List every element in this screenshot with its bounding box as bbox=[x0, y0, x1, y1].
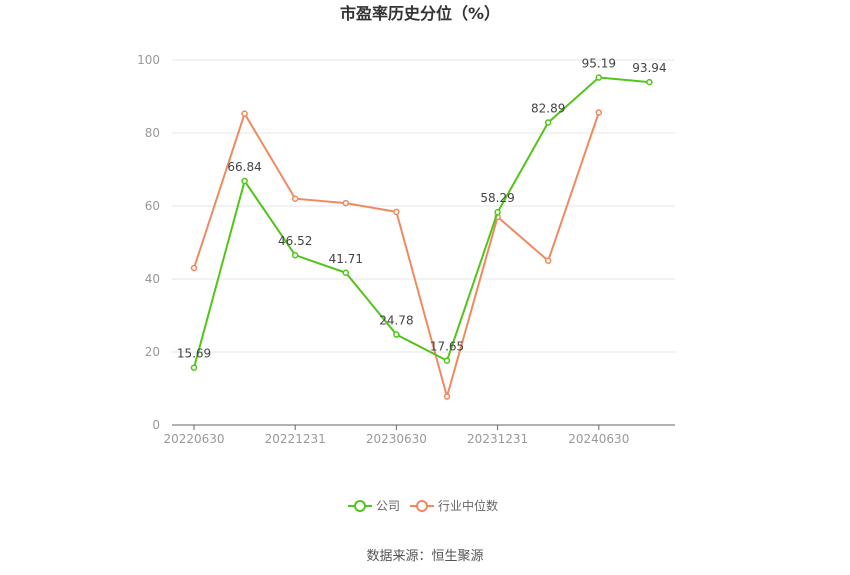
y-tick-label: 80 bbox=[145, 126, 160, 140]
data-point bbox=[393, 331, 400, 338]
data-labels: 15.69 66.84 46.52 41.71 24.78 17.65 58.29 82.89… bbox=[177, 57, 667, 361]
legend-marker-0 bbox=[354, 500, 366, 512]
series-line-1 bbox=[193, 111, 600, 401]
data-point bbox=[393, 208, 400, 216]
y-tick-label: 20 bbox=[145, 345, 160, 359]
data-point bbox=[595, 74, 603, 81]
data-point bbox=[494, 208, 501, 216]
legend-marker-1 bbox=[416, 500, 428, 512]
data-label: 41.71 bbox=[329, 252, 363, 266]
data-point bbox=[443, 357, 451, 364]
legend: 公司 行业中位数 bbox=[348, 498, 498, 513]
x-tick-label: 20231231 bbox=[467, 432, 528, 446]
data-point bbox=[241, 110, 248, 117]
data-point bbox=[646, 78, 653, 86]
source-note: 数据来源：恒生聚源 bbox=[366, 549, 483, 564]
data-point bbox=[443, 393, 451, 400]
legend-label-0: 公司 bbox=[376, 499, 400, 513]
x-tick-label: 20220630 bbox=[163, 432, 224, 446]
data-label: 66.84 bbox=[227, 160, 261, 174]
data-point bbox=[190, 264, 198, 272]
data-point bbox=[190, 364, 198, 371]
data-label: 93.94 bbox=[632, 61, 666, 75]
y-tick-label: 100 bbox=[137, 53, 160, 67]
data-label: 82.89 bbox=[531, 101, 565, 115]
series-group bbox=[190, 74, 653, 401]
data-label: 58.29 bbox=[480, 191, 514, 205]
y-tick-label: 0 bbox=[152, 418, 160, 432]
data-point bbox=[342, 199, 350, 207]
x-tick-label: 20221231 bbox=[265, 432, 326, 446]
data-label: 95.19 bbox=[582, 57, 616, 71]
data-point bbox=[544, 119, 552, 126]
data-point bbox=[544, 257, 552, 264]
data-label: 15.69 bbox=[177, 347, 211, 361]
series-line-0 bbox=[193, 76, 650, 368]
chart-title: 市盈率历史分位（%） bbox=[340, 4, 500, 23]
data-point bbox=[342, 269, 350, 277]
data-point bbox=[595, 109, 603, 116]
data-label: 46.52 bbox=[278, 234, 312, 248]
data-label: 24.78 bbox=[379, 314, 413, 328]
y-tick-label: 40 bbox=[145, 272, 160, 286]
x-tick-label: 20230630 bbox=[366, 432, 427, 446]
y-tick-label: 60 bbox=[145, 199, 160, 213]
x-tick-label: 20240630 bbox=[568, 432, 629, 446]
data-point bbox=[291, 251, 299, 259]
data-point bbox=[291, 195, 299, 202]
data-point bbox=[241, 177, 248, 185]
data-label: 17.65 bbox=[430, 340, 464, 354]
x-axis: 20220630 20221231 20230630 20231231 20240630 bbox=[163, 425, 629, 446]
y-axis: 0 20 40 60 80 100 bbox=[137, 53, 160, 432]
legend-label-1: 行业中位数 bbox=[438, 498, 498, 513]
